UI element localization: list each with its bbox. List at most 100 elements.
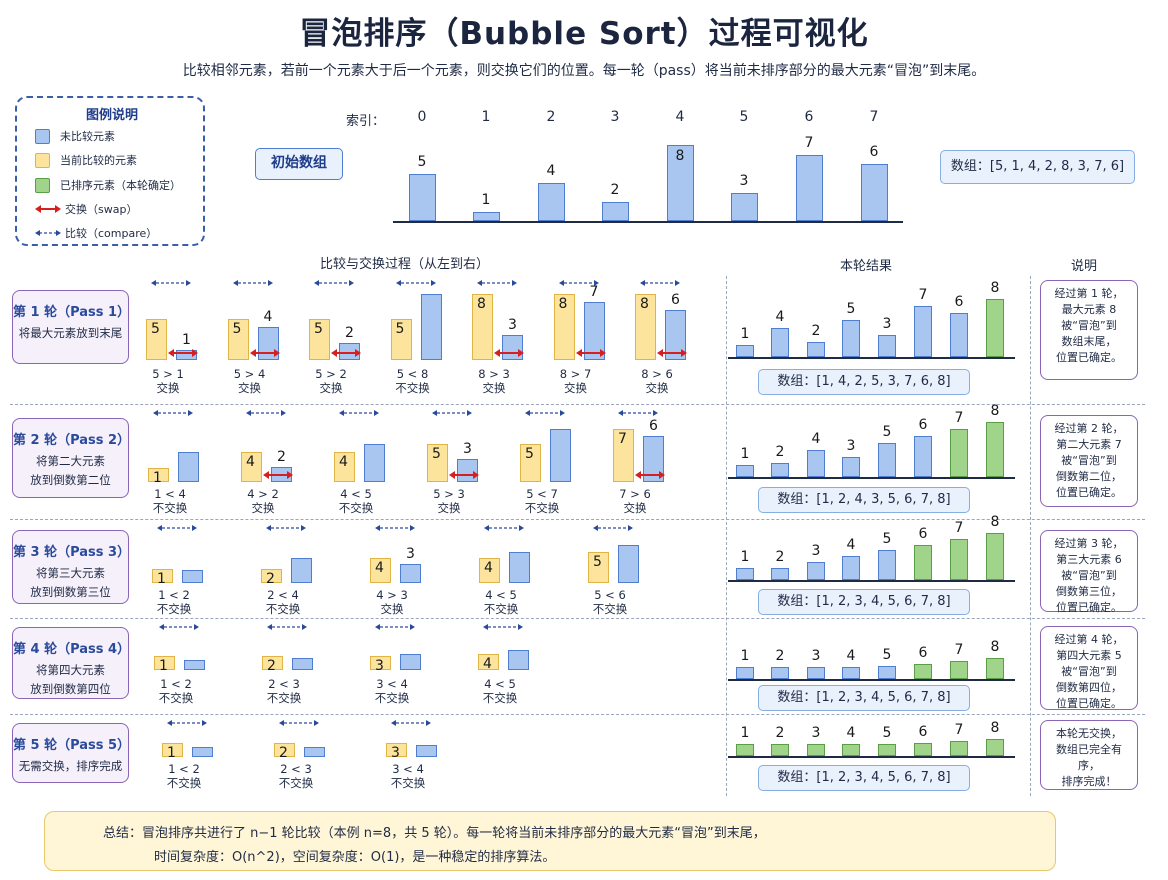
- result-bar: [736, 465, 754, 477]
- compare-value-left: 3: [375, 658, 384, 674]
- initial-bar: [408, 173, 436, 221]
- initial-bar: [795, 154, 823, 221]
- row-divider: [10, 618, 1145, 619]
- result-bar: [842, 744, 860, 756]
- comparison-label: 8 > 6 交换: [641, 367, 673, 395]
- note-header: 说明: [1071, 259, 1098, 274]
- result-bar: [807, 449, 825, 477]
- result-bar: [986, 298, 1004, 357]
- compare-bar-left: [520, 444, 541, 482]
- compare-bar-right: [257, 326, 279, 360]
- process-header: 比较与交换过程（从左到右）: [320, 257, 490, 272]
- result-array-text: 数组：[1, 4, 2, 5, 3, 7, 6, 8]: [758, 369, 970, 395]
- compare-bar-right: [400, 564, 421, 583]
- swap-arrow-icon: [263, 471, 293, 479]
- compare-bar-right: [339, 343, 360, 360]
- initial-value-label: 4: [546, 163, 556, 179]
- comparison-label: 5 > 2 交换: [315, 367, 347, 395]
- result-value-label: 4: [846, 648, 856, 664]
- compare-value-left: 2: [279, 745, 288, 761]
- comparison-label: 4 < 5 不交换: [483, 588, 519, 616]
- result-baseline: [728, 477, 1015, 479]
- index-label-item: 0: [417, 109, 427, 125]
- compare-arrow-icon: [314, 280, 354, 286]
- compare-value-left: 5: [232, 320, 242, 337]
- initial-array-label: 初始数组: [255, 148, 343, 180]
- result-value-label: 8: [990, 639, 1000, 656]
- compare-value-right: 3: [406, 546, 415, 563]
- compare-arrow-icon: [640, 280, 680, 286]
- row-divider: [10, 519, 1145, 520]
- pass-title: 第 1 轮（Pass 1）: [13, 305, 131, 320]
- result-bar: [842, 320, 860, 357]
- compare-value-left: 1: [157, 571, 166, 587]
- pass-title: 第 2 轮（Pass 2）: [13, 433, 131, 448]
- pass-description: 将第三大元素 放到倒数第三位: [30, 566, 111, 599]
- result-bar: [771, 667, 789, 679]
- result-value-label: 6: [954, 294, 964, 311]
- result-baseline: [728, 580, 1015, 582]
- compare-bar-left: [262, 656, 283, 670]
- comparison-label: 8 > 7 交换: [559, 367, 592, 395]
- compare-bar-left: [274, 743, 295, 757]
- result-bar: [878, 442, 896, 477]
- pass-label-3: 第 3 轮（Pass 3） 将第三大元素 放到倒数第三位: [12, 530, 130, 604]
- compare-bar-right: [550, 428, 571, 482]
- compare-bar-left: [478, 654, 499, 670]
- initial-bar: [730, 192, 758, 221]
- result-value-label: 6: [918, 644, 928, 661]
- compare-value-left: 8: [640, 295, 649, 312]
- compare-arrow-icon: [395, 280, 436, 286]
- result-value-label: 5: [846, 301, 856, 318]
- initial-bar: [666, 145, 694, 221]
- result-value-label: 7: [954, 721, 964, 738]
- result-value-label: 6: [918, 724, 928, 741]
- result-bar: [736, 345, 754, 357]
- index-label: 索引：: [346, 114, 386, 129]
- comparison-label: 5 < 6 不交换: [592, 588, 628, 616]
- compare-value-left: 2: [267, 658, 276, 674]
- compare-value-left: 8: [558, 295, 568, 312]
- index-label-item: 7: [869, 109, 879, 125]
- result-value-label: 1: [740, 446, 750, 462]
- result-bar: [771, 463, 789, 477]
- row-divider: [10, 404, 1145, 405]
- compare-bar-right: [420, 293, 442, 360]
- comparison-label: 8 > 3 交换: [478, 367, 510, 395]
- compare-bar-left: [148, 468, 169, 482]
- result-bar: [986, 738, 1004, 756]
- compare-arrow-icon: [477, 280, 517, 286]
- index-label-item: 5: [739, 109, 749, 125]
- result-value-label: 4: [846, 725, 856, 741]
- pass-description: 将第四大元素 放到倒数第四位: [30, 663, 111, 696]
- result-value-label: 2: [775, 444, 785, 461]
- legend-item-compare: 比较（compare）: [35, 225, 157, 241]
- result-bar: [842, 556, 860, 580]
- compare-bar-right: [416, 745, 437, 757]
- unsorted-swatch: [35, 128, 50, 144]
- swap-arrow-icon: [449, 471, 479, 479]
- result-bar: [771, 744, 789, 756]
- compare-arrow-icon: [339, 410, 379, 416]
- swap-arrow-icon: [575, 349, 606, 357]
- compare-bar-right: [184, 660, 205, 670]
- compare-value-right: 1: [182, 332, 191, 348]
- compare-bar-right: [618, 545, 639, 583]
- comparison-label: 1 < 2 不交换: [166, 762, 202, 790]
- initial-bar: [537, 183, 565, 221]
- result-value-label: 7: [918, 286, 928, 303]
- result-column-divider: [726, 276, 727, 796]
- result-bar: [950, 313, 968, 357]
- compare-bar-left: [613, 428, 634, 482]
- compare-arrow-icon: [618, 410, 658, 416]
- compare-bar-left: [241, 451, 262, 482]
- initial-bar: [472, 211, 500, 221]
- pass-label-2: 第 2 轮（Pass 2） 将第二大元素 放到倒数第二位: [12, 418, 131, 498]
- result-bar: [986, 658, 1004, 679]
- compare-value-right: 7: [589, 283, 599, 300]
- swap-arrow-icon: [168, 349, 198, 357]
- legend-item-sorted: 已排序元素（本轮确定）: [35, 177, 181, 193]
- result-value-label: 8: [990, 403, 1000, 420]
- compare-arrow-icon: [391, 720, 431, 726]
- compare-arrow-icon: [167, 720, 207, 726]
